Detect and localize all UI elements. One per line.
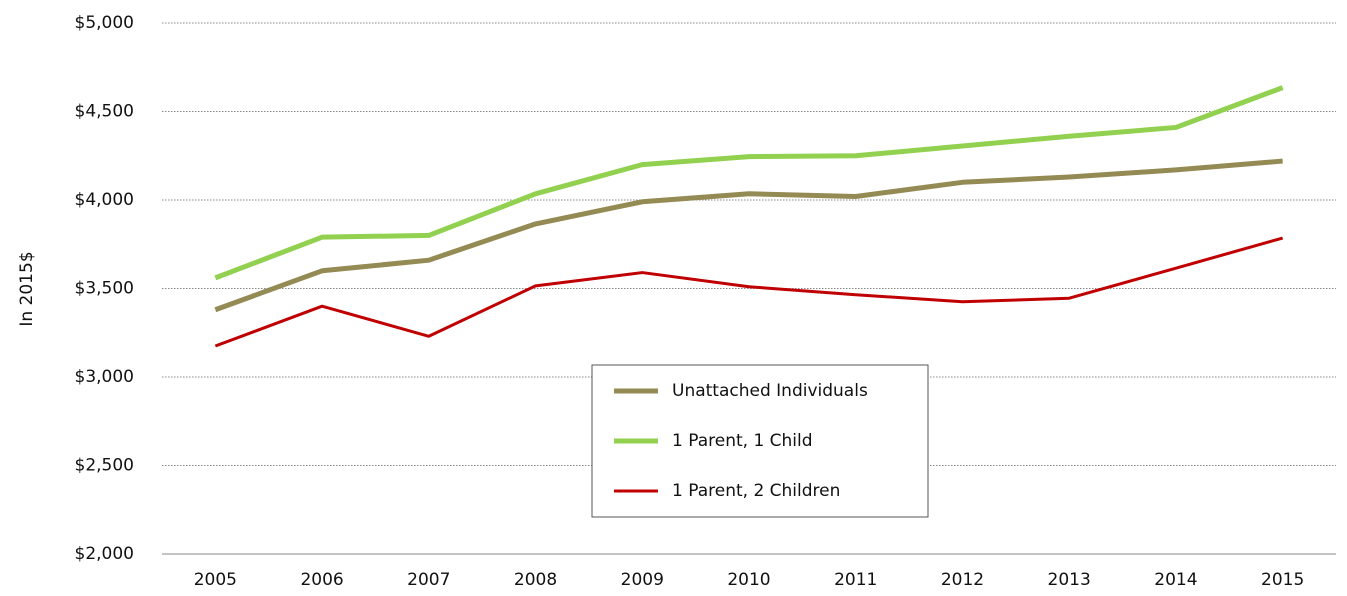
y-tick-label: $5,000 — [75, 13, 134, 33]
y-tick-label: $4,500 — [75, 102, 134, 122]
x-tick-label: 2009 — [621, 570, 664, 590]
legend: Unattached Individuals 1 Parent, 1 Child 1… — [591, 364, 929, 518]
y-tick-label: $2,000 — [75, 544, 134, 564]
x-tick-label: 2005 — [194, 570, 237, 590]
x-tick-label: 2007 — [407, 570, 450, 590]
legend-label: 1 Parent, 2 Children — [672, 481, 840, 501]
x-tick-label: 2006 — [300, 570, 343, 590]
y-tick-label: $4,000 — [75, 190, 134, 210]
series-line — [214, 85, 1284, 281]
legend-label: Unattached Individuals — [672, 381, 868, 401]
series-line — [214, 158, 1283, 313]
x-tick-label: 2014 — [1154, 570, 1197, 590]
y-tick-label: $2,500 — [75, 456, 134, 476]
y-tick-label: $3,500 — [75, 279, 134, 299]
series-line — [214, 236, 1284, 348]
y-tick-label: $3,000 — [75, 367, 134, 387]
x-tick-label: 2010 — [727, 570, 770, 590]
x-tick-label: 2015 — [1261, 570, 1304, 590]
x-tick-label: 2013 — [1048, 570, 1091, 590]
y-axis-label: In 2015$ — [17, 251, 37, 326]
legend-label: 1 Parent, 1 Child — [672, 431, 813, 451]
x-tick-label: 2008 — [514, 570, 557, 590]
x-tick-label: 2011 — [834, 570, 877, 590]
x-tick-label: 2012 — [941, 570, 984, 590]
